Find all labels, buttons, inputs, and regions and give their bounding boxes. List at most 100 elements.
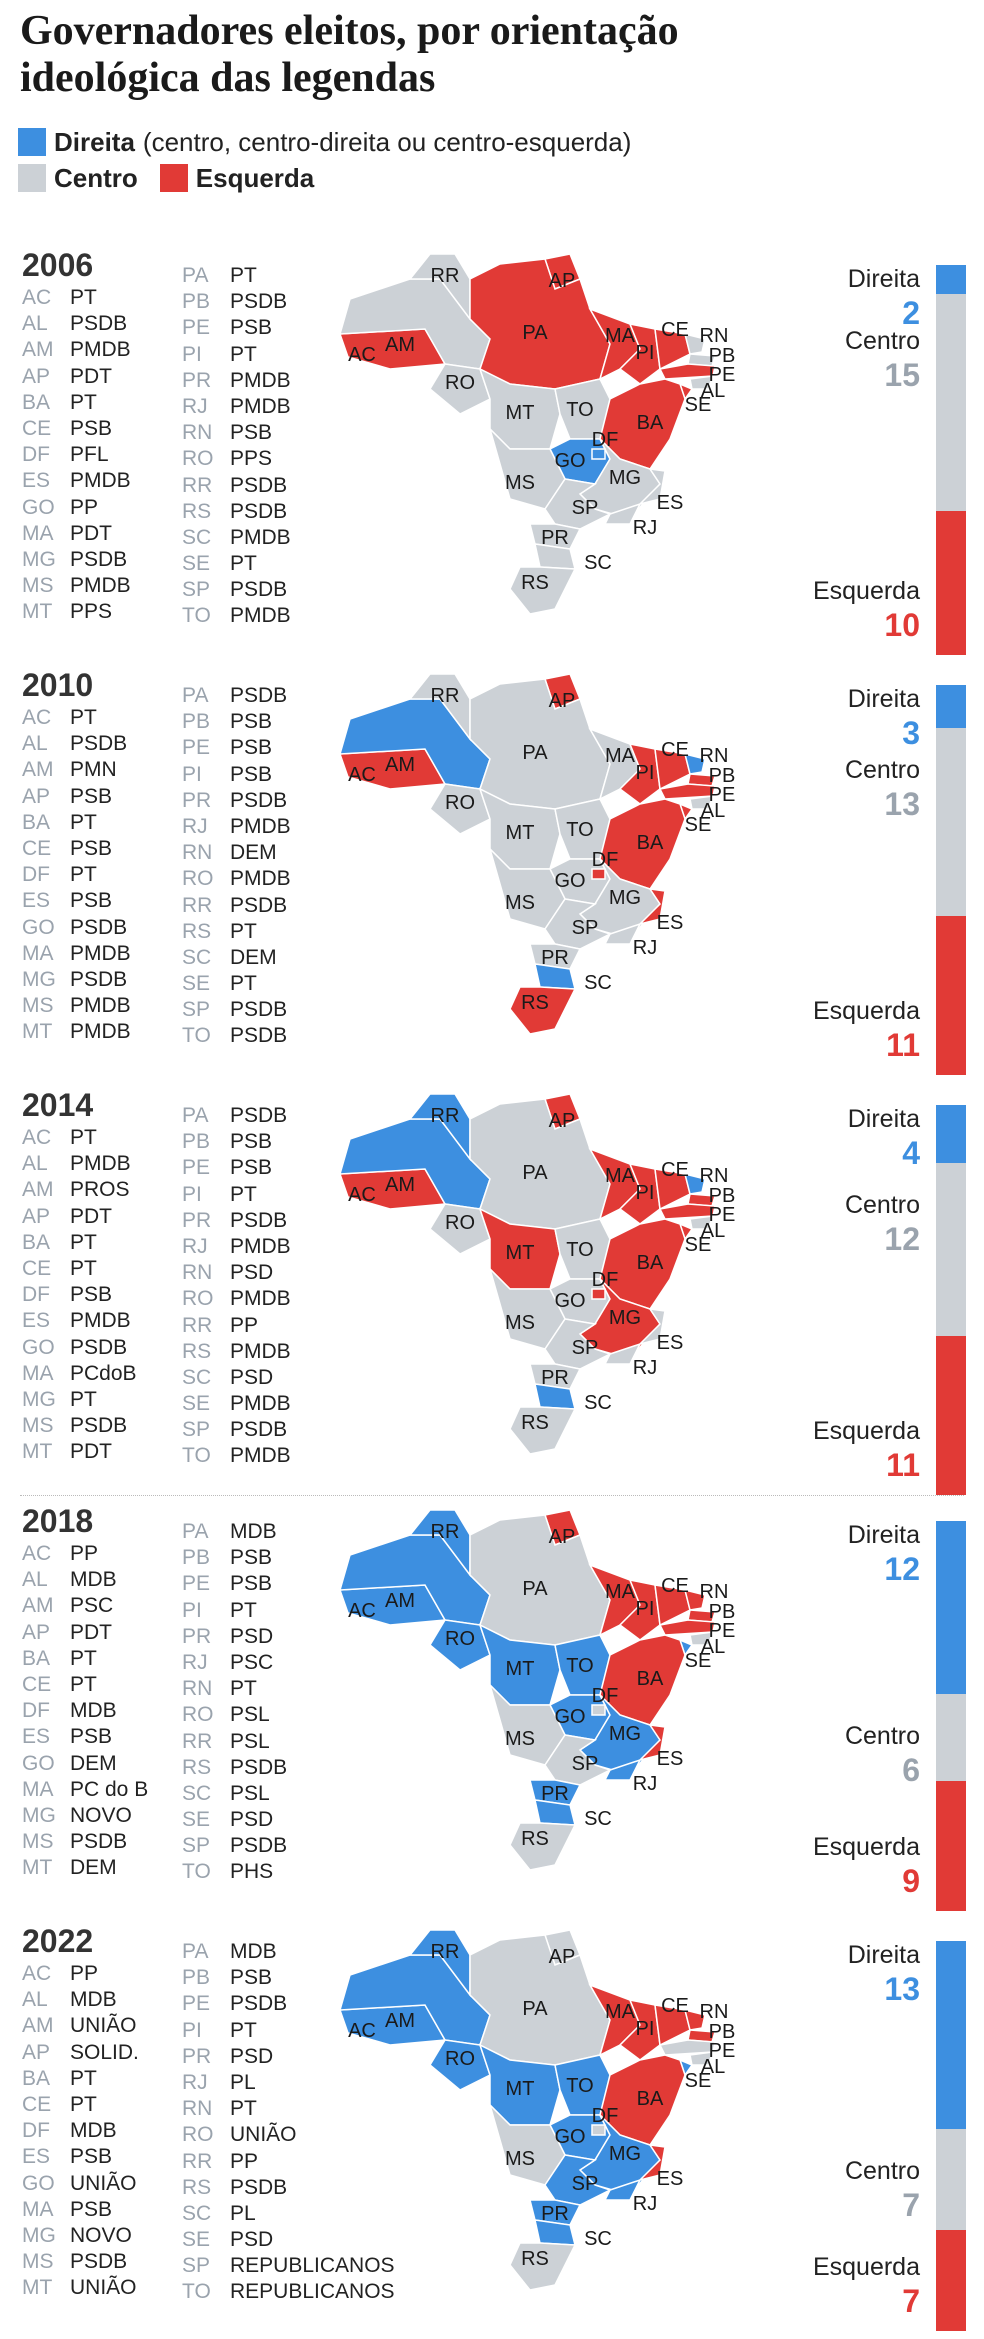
party-name: PDT [70, 364, 112, 388]
state-label-df: DF [592, 849, 619, 871]
state-label-to: TO [566, 1239, 593, 1261]
state-label-es: ES [657, 492, 684, 514]
party-row: AP PDT [22, 364, 131, 390]
state-label-sp: SP [572, 2173, 599, 2195]
state-rs [509, 986, 577, 1035]
state-code: SP [182, 998, 211, 1022]
state-code: AC [22, 706, 52, 729]
party-name: PT [230, 2097, 257, 2121]
state-code: AC [22, 286, 52, 309]
legend-direita-label: Direita [54, 126, 135, 157]
state-label-rs: RS [521, 1828, 549, 1850]
state-code: RR [182, 1313, 213, 1337]
state-label-pb: PB [709, 765, 736, 787]
party-row: BA PT [22, 390, 131, 416]
state-code: MS [22, 1830, 54, 1854]
party-name: PP [70, 495, 99, 519]
state-code: PA [182, 1940, 209, 1963]
state-label-mg: MG [609, 1307, 641, 1329]
party-row: RN PT [182, 1676, 287, 1702]
party-name: PT [70, 286, 97, 309]
party-name: PSB [230, 1130, 273, 1154]
state-label-rj: RJ [633, 1773, 657, 1795]
party-name: PMDB [70, 1152, 131, 1176]
bar-direita [936, 1941, 966, 2129]
state-code: AP [22, 1620, 51, 1644]
state-ro [429, 2039, 491, 2091]
party-row: SE PMDB [182, 1391, 291, 1417]
state-label-rs: RS [521, 2248, 549, 2270]
party-name: PDT [70, 521, 112, 545]
state-code: RN [182, 421, 213, 445]
party-name: PMDB [230, 1287, 291, 1311]
party-name: PSC [230, 1650, 274, 1674]
state-code: RS [182, 1339, 212, 1363]
party-name: PT [70, 390, 97, 414]
state-rn [683, 1172, 706, 1195]
state-label-rr: RR [431, 1105, 460, 1127]
party-row: ES PSB [22, 888, 131, 914]
tally-count-direita: 2 [902, 295, 920, 331]
party-list-right: PA PSDB PB PSB PE PSB PI PSB PR PSDB RJ PMDB RN DEM RO… [182, 683, 291, 1050]
state-label-to: TO [566, 2075, 593, 2097]
party-row: SP PSDB [182, 1417, 291, 1443]
state-label-ba: BA [637, 1668, 664, 1690]
bar-direita [936, 1521, 966, 1695]
party-name: PP [230, 1313, 259, 1337]
state-code: MG [22, 2223, 56, 2247]
party-name: PT [230, 264, 257, 287]
tally-label-direita: Direita [847, 1941, 920, 1969]
state-code: ES [22, 2145, 51, 2169]
state-es [637, 888, 666, 926]
party-row: AP PDT [22, 1204, 137, 1230]
state-code: RJ [182, 1650, 208, 1674]
state-label-pr: PR [541, 1783, 569, 1805]
party-name: PSDB [70, 2250, 128, 2274]
state-label-ms: MS [505, 2148, 535, 2170]
party-row: RJ PSC [182, 1650, 287, 1676]
state-df [591, 1288, 606, 1300]
state-code: MS [22, 994, 54, 1018]
title-line-2: ideológica das legendas [20, 55, 436, 101]
party-name: PDT [70, 1440, 112, 1464]
party-row: SE PT [182, 551, 291, 577]
state-label-pr: PR [541, 2203, 569, 2225]
state-pe [658, 783, 716, 800]
party-name: PMDB [230, 525, 291, 549]
party-row: PI PT [182, 1598, 287, 1624]
state-code: AL [22, 732, 48, 756]
party-row: PE PSDB [182, 1991, 395, 2017]
party-row: DF PSB [22, 1282, 137, 1308]
state-rn [683, 332, 706, 355]
state-label-pe: PE [709, 2040, 736, 2062]
state-label-ro: RO [445, 1212, 475, 1234]
state-code: MG [22, 1387, 56, 1411]
party-row: MT PMDB [22, 1019, 131, 1045]
state-label-sc: SC [584, 2228, 612, 2250]
party-name: PSB [70, 836, 113, 860]
state-label-ac: AC [348, 2020, 376, 2042]
party-name: PSDB [70, 1335, 128, 1359]
party-name: PSD [230, 1624, 274, 1648]
state-label-mg: MG [609, 1723, 641, 1745]
party-list-left: AC PP AL MDB AM PSC AP PDT BA PT CE PT DF MDB ES PSB GO D… [22, 1541, 148, 1881]
party-name: PPS [70, 600, 113, 624]
party-name: PSDB [230, 1104, 288, 1127]
tally-label-esquerda: Esquerda [812, 1833, 920, 1861]
tally-label-centro: Centro [844, 756, 920, 785]
state-code: RJ [182, 394, 208, 418]
party-row: PI PT [182, 2018, 395, 2044]
state-label-pe: PE [709, 1204, 736, 1226]
party-name: PSDB [230, 578, 288, 602]
party-row: GO PP [22, 495, 131, 521]
state-label-sc: SC [584, 1392, 612, 1414]
state-rj [603, 502, 642, 525]
party-row: PA MDB [182, 1939, 395, 1965]
state-code: GO [22, 2171, 55, 2195]
state-label-sp: SP [572, 1753, 599, 1775]
party-row: MS PMDB [22, 993, 131, 1019]
tally-count-centro: 15 [884, 357, 920, 393]
party-row: PB PSDB [182, 289, 291, 315]
party-name: PSDB [230, 2175, 288, 2199]
